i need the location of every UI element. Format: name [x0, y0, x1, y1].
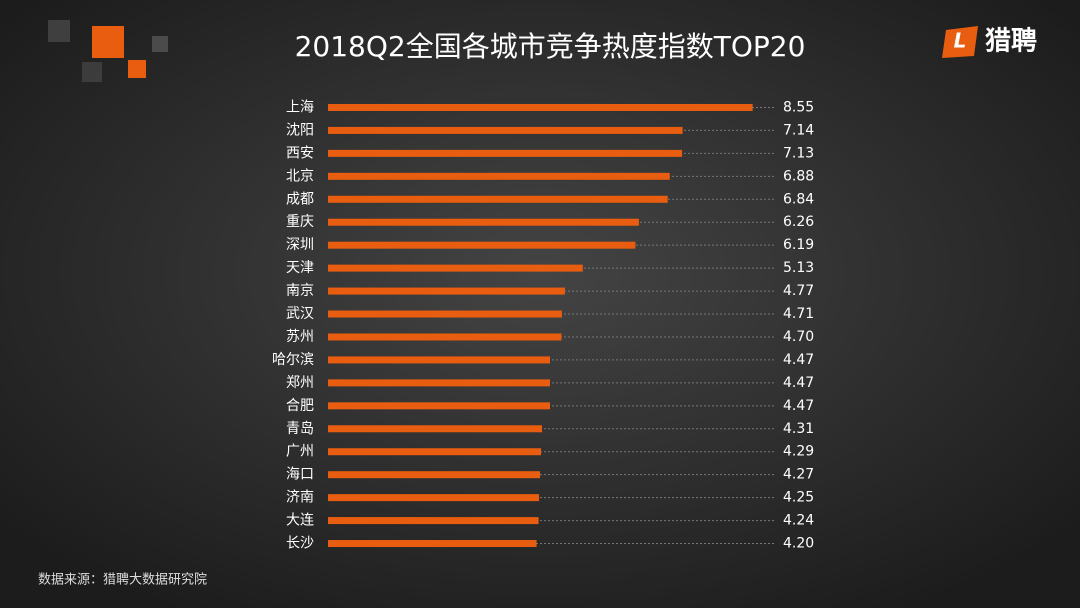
bar	[328, 103, 753, 111]
bar	[328, 333, 562, 341]
y-tick-label: 青岛	[286, 421, 314, 437]
bar	[328, 241, 636, 249]
value-label: 4.70	[783, 329, 814, 345]
bar	[328, 471, 541, 479]
bar	[328, 218, 639, 226]
bar	[328, 287, 565, 295]
value-label: 4.20	[783, 536, 814, 552]
bar	[328, 425, 543, 433]
y-tick-label: 济南	[286, 490, 314, 506]
bar	[328, 494, 540, 502]
bar	[328, 310, 562, 318]
y-tick-label: 合肥	[286, 398, 314, 414]
y-tick-label: 成都	[286, 191, 314, 207]
y-tick-label: 南京	[286, 283, 314, 299]
value-label: 4.24	[783, 513, 814, 529]
bar	[328, 540, 537, 548]
y-tick-label: 天津	[286, 260, 314, 276]
value-label: 5.13	[783, 260, 814, 276]
y-tick-label: 沈阳	[286, 122, 314, 138]
bar	[328, 126, 683, 134]
value-label: 4.47	[783, 375, 814, 391]
bar	[328, 172, 670, 180]
source: 数据来源：猎聘大数据研究院	[38, 573, 207, 588]
bar	[328, 264, 583, 272]
y-tick-label: 广州	[286, 444, 314, 460]
y-tick-label: 上海	[286, 99, 314, 115]
y-tick-label: 深圳	[286, 237, 314, 253]
y-tick-label: 西安	[286, 145, 314, 161]
logo: L 猎聘	[942, 26, 1037, 58]
y-tick-label: 哈尔滨	[272, 352, 314, 368]
value-label: 6.19	[783, 237, 814, 253]
bar	[328, 195, 668, 203]
value-label: 6.26	[783, 214, 814, 230]
value-label: 4.77	[783, 283, 814, 299]
svg-text:L: L	[954, 29, 967, 53]
bar	[328, 402, 551, 410]
y-tick-label: 重庆	[286, 214, 314, 230]
value-label: 4.71	[783, 306, 814, 322]
value-label: 4.25	[783, 490, 814, 506]
value-label: 7.14	[783, 122, 814, 138]
logo-text: 猎聘	[985, 27, 1037, 57]
bar	[328, 379, 551, 387]
value-label: 7.13	[783, 145, 814, 161]
y-tick-label: 长沙	[286, 536, 314, 552]
value-label: 4.47	[783, 352, 814, 368]
value-label: 6.84	[783, 191, 814, 207]
decoration	[48, 20, 168, 82]
y-tick-label: 大连	[286, 513, 314, 529]
y-tick-label: 海口	[286, 467, 314, 483]
value-label: 4.27	[783, 467, 814, 483]
value-label: 6.88	[783, 168, 814, 184]
value-label: 4.29	[783, 444, 814, 460]
value-label: 8.55	[783, 99, 814, 115]
bar	[328, 517, 539, 525]
chart-title: 2018Q2全国各城市竞争热度指数TOP20	[295, 30, 806, 63]
bar	[328, 448, 542, 456]
y-tick-label: 北京	[286, 168, 314, 184]
y-tick-label: 苏州	[286, 329, 314, 345]
bar	[328, 356, 551, 364]
y-tick-label: 武汉	[286, 306, 314, 322]
value-label: 4.47	[783, 398, 814, 414]
value-label: 4.31	[783, 421, 814, 437]
bar	[328, 149, 683, 157]
y-tick-label: 郑州	[286, 375, 314, 391]
